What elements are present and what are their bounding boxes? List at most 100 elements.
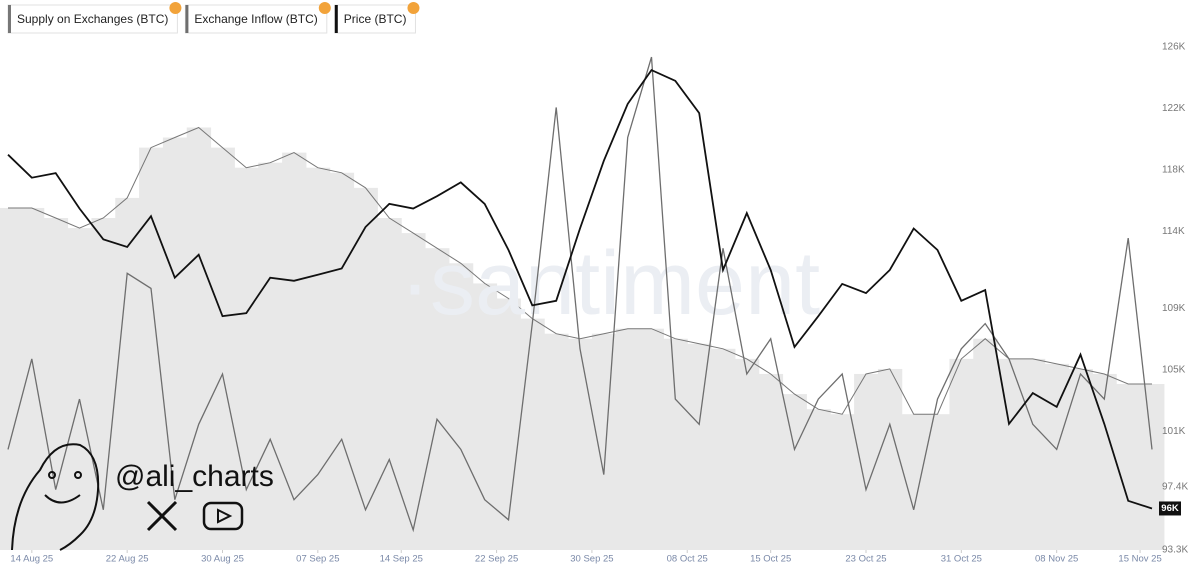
area-step [1068, 368, 1093, 550]
area-step [568, 338, 593, 550]
area-step [663, 338, 688, 550]
area-step [782, 394, 807, 550]
watermark: ·santiment [400, 234, 820, 334]
youtube-frame [202, 501, 244, 531]
area-step [734, 358, 760, 550]
area-step [0, 207, 21, 550]
area-step [1044, 363, 1070, 550]
x-tick-label: 14 Sep 25 [380, 554, 423, 565]
legend-item: Price (BTC) [334, 2, 420, 34]
bitcoin-icon [407, 2, 420, 14]
area-step [758, 373, 784, 550]
legend-box [334, 4, 416, 34]
legend-box [184, 4, 328, 34]
line-layer: Exchange Inflow (BTC)Price (BTC) [7, 56, 1153, 533]
y-tick-label: 126K [1162, 42, 1186, 53]
bitcoin-icon [169, 2, 182, 14]
axis-layer: 93.3K 97.4K 101K 105K 109K 114K 118K 122K 126K 14… [10, 42, 1188, 565]
series: Price (BTC) [7, 68, 1153, 510]
area-step [329, 172, 355, 550]
area-step [997, 358, 1022, 550]
area-step [854, 373, 879, 550]
x-icon [146, 500, 178, 532]
area-step [711, 348, 736, 550]
legend-item: Supply on Exchanges (BTC) [7, 2, 182, 34]
area-step [973, 338, 998, 550]
y-tick-label: 109K [1162, 303, 1186, 314]
area-step [949, 358, 974, 550]
area-outline [8, 126, 1152, 415]
x-tick-label: 22 Sep 25 [475, 554, 518, 565]
area-step [162, 137, 188, 551]
x-icon-stroke [146, 500, 178, 532]
avatar-eye [48, 471, 56, 479]
area-step [591, 333, 617, 550]
y-tick-label: 122K [1162, 103, 1186, 114]
area-step [520, 318, 545, 550]
x-tick-label: 23 Oct 25 [845, 554, 886, 565]
legend-label: Supply on Exchanges (BTC) [17, 12, 168, 26]
current-value-label: 96K [1161, 503, 1179, 514]
x-tick-label: 15 Oct 25 [750, 554, 791, 565]
area-step [282, 152, 307, 550]
area-step [1020, 358, 1046, 550]
area-step [472, 283, 498, 550]
series: Exchange Inflow (BTC) [7, 56, 1153, 533]
area-step [377, 218, 402, 550]
youtube-icon [202, 501, 244, 531]
y-tick-label: 114K [1162, 226, 1185, 237]
x-tick-label: 15 Nov 25 [1118, 554, 1161, 565]
x-tick-label: 22 Aug 25 [106, 554, 149, 565]
x-tick-label: 08 Oct 25 [667, 554, 708, 565]
x-tick-label: 14 Aug 25 [10, 554, 53, 565]
x-tick-label: 08 Nov 25 [1035, 554, 1078, 565]
area-step [877, 368, 903, 550]
area-step [687, 343, 712, 550]
line [7, 56, 1153, 533]
avatar-eye [74, 471, 82, 479]
area-step [496, 298, 521, 550]
y-tick-label: 118K [1162, 165, 1185, 176]
area-step [305, 167, 331, 550]
area-step [615, 328, 641, 550]
bitcoin-icon [318, 2, 331, 14]
legend-label: Exchange Inflow (BTC) [194, 12, 317, 26]
y-tick-label: 93.3K [1162, 545, 1188, 556]
area-step [19, 207, 45, 550]
area-step [544, 333, 569, 550]
legend-color [8, 5, 11, 33]
current-value-badge [1159, 501, 1181, 516]
area-step [91, 218, 116, 550]
area-step [639, 328, 664, 550]
legend-label: Price (BTC) [344, 12, 407, 26]
legend-item: Exchange Inflow (BTC) [184, 2, 331, 34]
avatar-outline [11, 443, 100, 551]
area-step [448, 263, 474, 550]
area-step [115, 197, 140, 550]
area-step [210, 147, 235, 550]
legend-box [7, 4, 178, 34]
line [7, 68, 1153, 510]
area-step [425, 248, 450, 550]
y-tick-label: 97.4K [1162, 482, 1188, 493]
x-tick-label: 30 Aug 25 [201, 554, 244, 565]
author-avatar [11, 443, 100, 551]
x-tick-label: 31 Oct 25 [941, 554, 982, 565]
area-step [401, 233, 426, 551]
youtube-play [217, 508, 233, 524]
y-tick-label: 101K [1162, 426, 1186, 437]
area-step [1140, 384, 1165, 550]
x-tick-label: 30 Sep 25 [570, 554, 613, 565]
area-step [186, 127, 212, 550]
area-step [830, 414, 855, 550]
x-tick-label: 07 Sep 25 [296, 554, 339, 565]
y-tick-label: 105K [1162, 365, 1186, 376]
legend-color [334, 5, 338, 33]
area-step [234, 167, 259, 550]
legend-color [185, 5, 189, 33]
credit: @ali_charts [115, 460, 274, 493]
area-step [353, 187, 378, 550]
area-step [43, 218, 69, 550]
avatar-smile [44, 494, 81, 504]
